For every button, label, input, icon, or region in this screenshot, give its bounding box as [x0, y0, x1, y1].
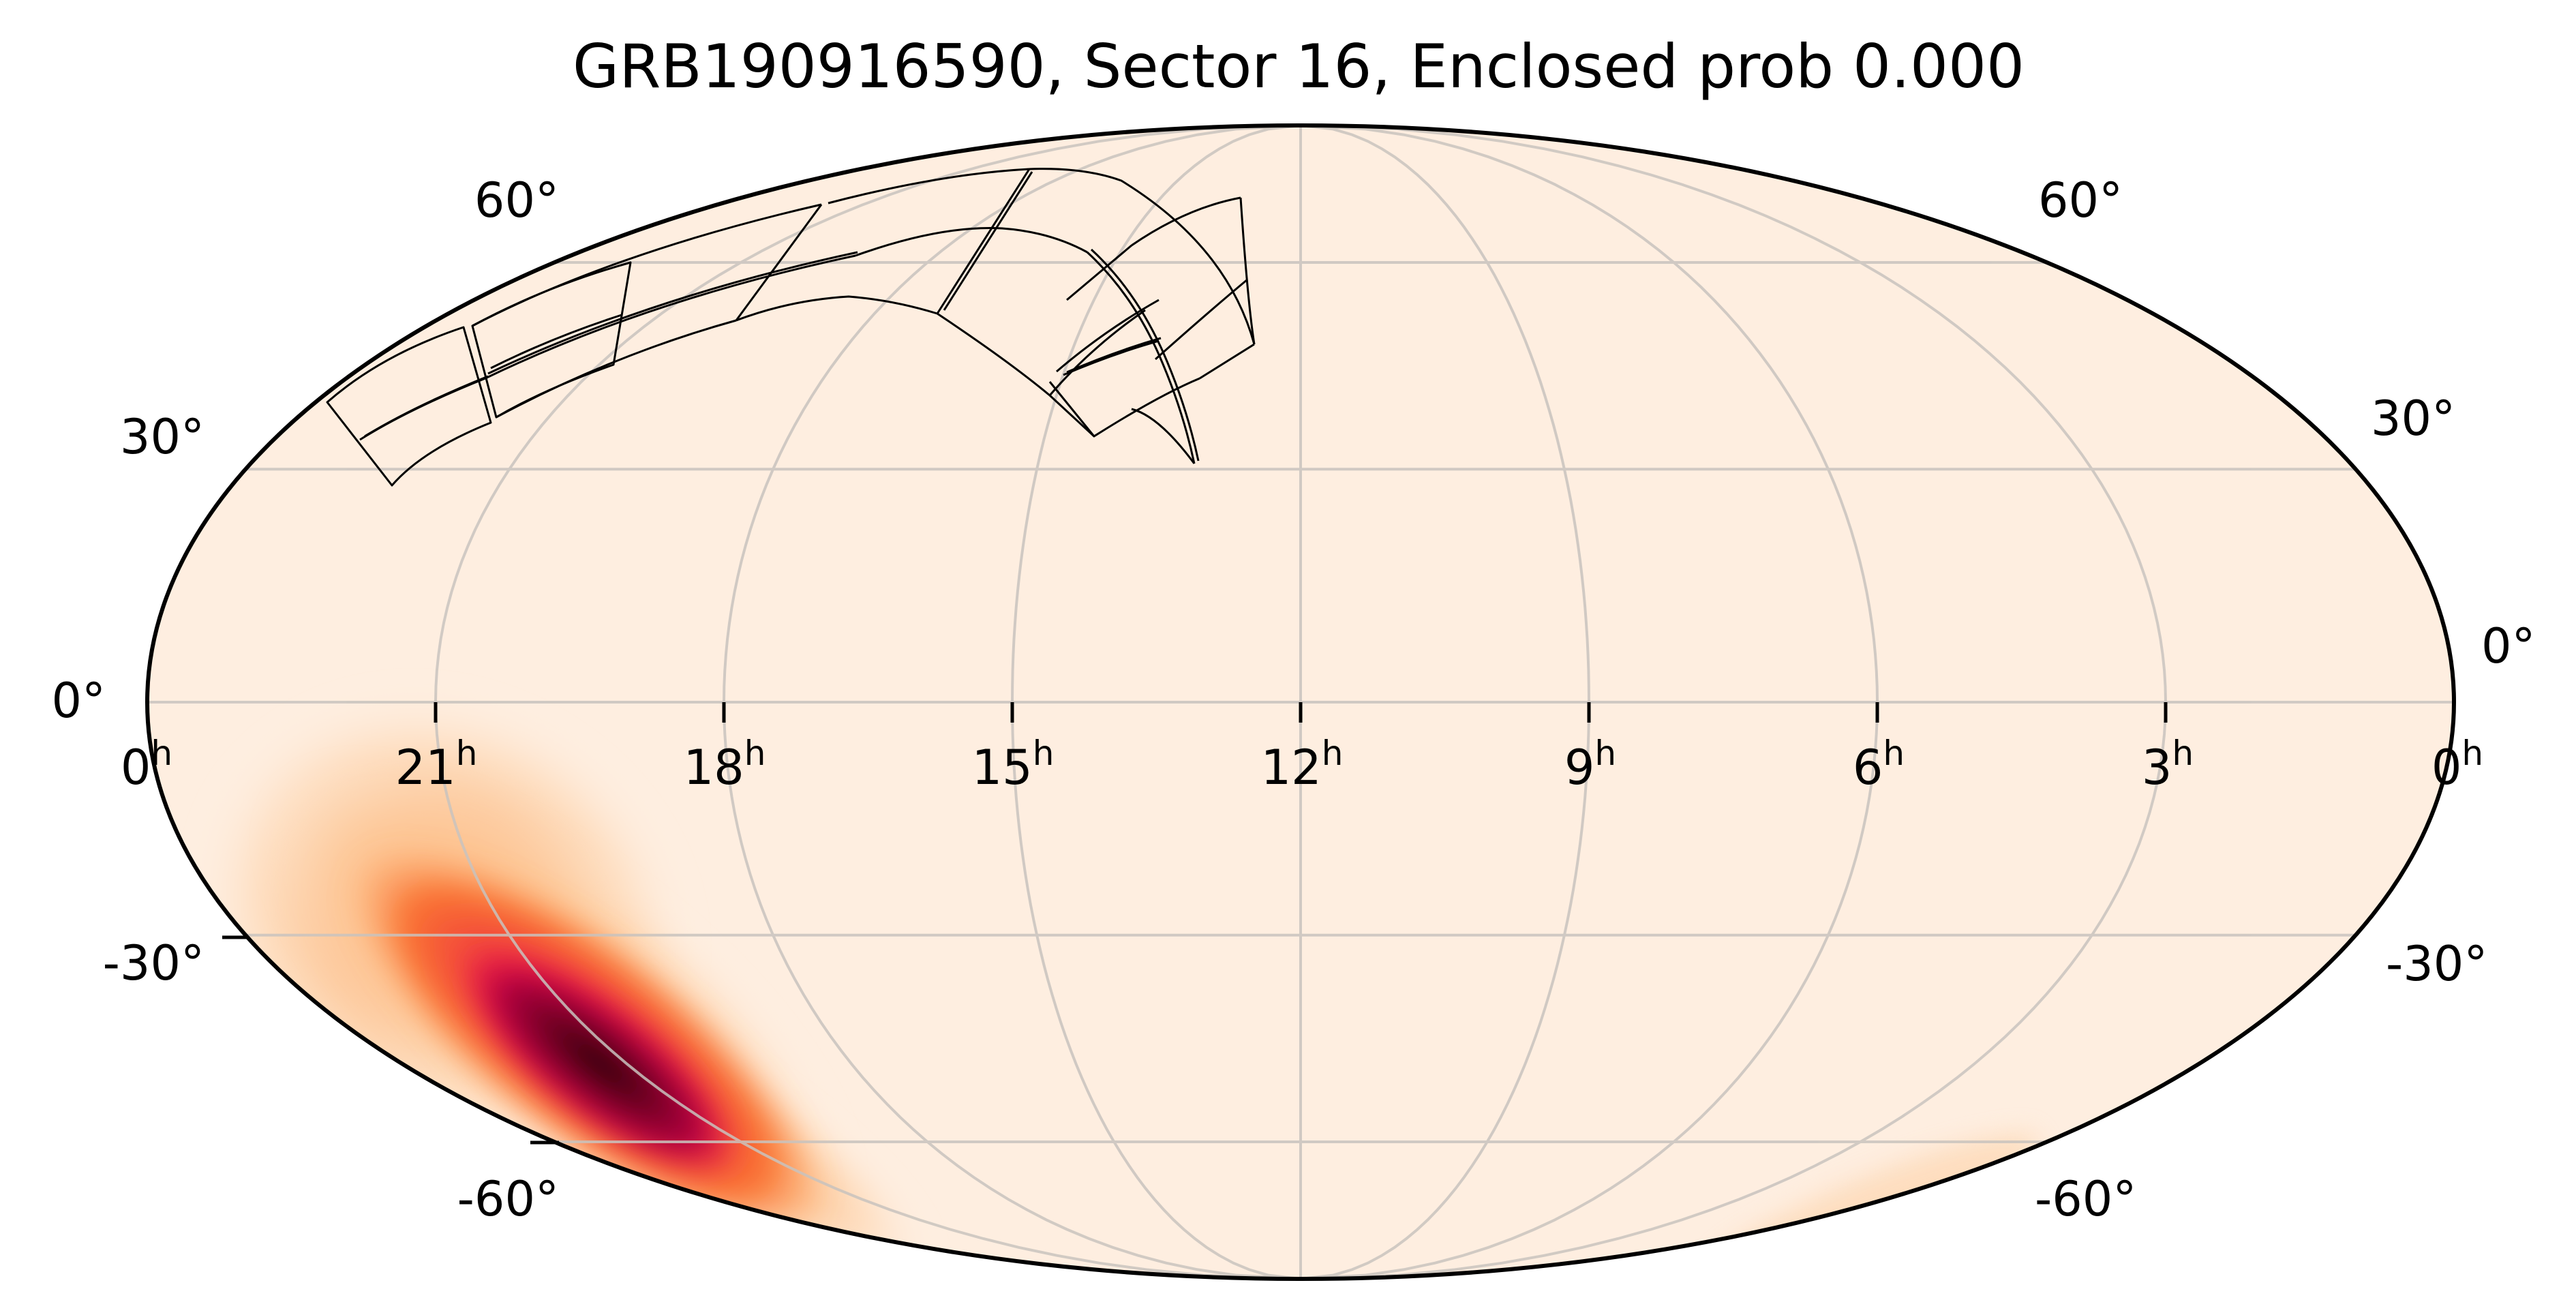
ra-label: 15h: [972, 734, 1055, 796]
ra-tick-labels: 0h 21h 18h 15h 12h 9h 6h 3h 0h: [121, 734, 2483, 796]
dec-label: -30°: [2386, 936, 2487, 992]
ra-tick-marks: [434, 702, 2168, 723]
dec-label: 30°: [120, 409, 204, 465]
ra-label: 18h: [684, 734, 766, 796]
dec-label: -30°: [103, 935, 204, 991]
dec-label: -60°: [2035, 1171, 2136, 1227]
ra-label: 9h: [1564, 734, 1616, 796]
ra-label: 0h: [2431, 734, 2483, 796]
sky-outline: [145, 123, 2456, 1281]
ra-label: 0h: [121, 734, 172, 796]
chart-title: GRB190916590, Sector 16, Enclosed prob 0…: [573, 31, 2025, 102]
ra-label: 3h: [2142, 734, 2194, 796]
dec-label: 0°: [51, 673, 106, 729]
ra-label: 12h: [1261, 734, 1344, 796]
dec-label: 30°: [2371, 391, 2455, 447]
dec-label: 0°: [2481, 618, 2536, 674]
dec-label: -60°: [457, 1171, 559, 1227]
dec-tick-labels-right: 60° 30° 0° -30° -60°: [2035, 172, 2536, 1227]
dec-label: 60°: [2038, 172, 2123, 228]
tess-sector-footprint: [326, 168, 1256, 487]
ra-label: 6h: [1853, 734, 1905, 796]
dec-tick-marks: [222, 935, 559, 1145]
dec-label: 60°: [474, 172, 559, 228]
dec-tick-labels-left: 60° 30° 0° -30° -60°: [51, 172, 559, 1227]
ra-label: 21h: [395, 734, 478, 796]
